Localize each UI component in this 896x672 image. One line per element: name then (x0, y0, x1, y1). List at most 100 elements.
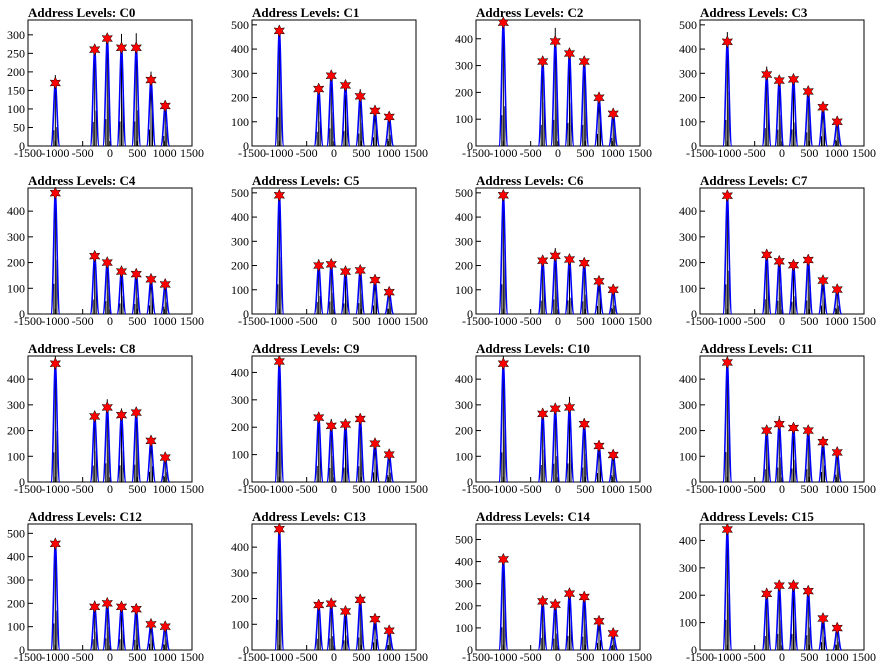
y-tick-label: 300 (679, 561, 697, 575)
peak-marker (369, 104, 381, 118)
y-tick-label: 0 (691, 139, 697, 153)
peak-marker (549, 402, 561, 416)
peak-marker (88, 600, 101, 614)
x-tick-label: -1500 (462, 314, 490, 328)
x-tick-label: 1500 (852, 482, 876, 496)
x-tick-label: -1500 (14, 482, 42, 496)
peak-marker (369, 273, 381, 287)
x-tick-label: 0 (107, 650, 113, 664)
chart-svg: Address Levels: C7-1500 -1000 -500 0 500 1000… (679, 173, 876, 328)
peak-marker (369, 612, 381, 626)
peak-marker (101, 596, 113, 610)
y-tick-label: 100 (679, 449, 697, 463)
y-tick-label: 50 (13, 120, 25, 134)
chart-title: Address Levels: C13 (252, 509, 366, 524)
chart-svg: Address Levels: C6-1500 -1000 -500 0 500 1000… (455, 173, 652, 328)
peak-marker (130, 405, 142, 420)
peak-marker (354, 89, 366, 103)
x-tick-label: -1500 (238, 650, 266, 664)
chart-svg: Address Levels: C13 -1500 -1000 -500 0 500 100… (231, 509, 428, 664)
y-tick-label: 300 (231, 234, 249, 248)
x-tick-label: -1500 (686, 314, 714, 328)
peak-marker (607, 448, 619, 462)
peak-marker (312, 258, 325, 273)
x-tick-label: 1000 (153, 314, 177, 328)
peak-marker (101, 255, 113, 270)
x-tick-label: 1500 (628, 146, 652, 160)
x-tick-label: 1500 (180, 482, 204, 496)
x-tick-label: -1000 (489, 650, 517, 664)
x-tick-label: 1000 (601, 314, 625, 328)
peak-marker (721, 522, 734, 537)
peak-marker (549, 598, 561, 612)
chart-title: Address Levels: C2 (476, 5, 583, 20)
y-tick-label: 400 (231, 365, 249, 379)
y-tick-label: 200 (7, 256, 25, 270)
x-tick-label: -500 (72, 482, 94, 496)
peak-marker (817, 435, 829, 449)
y-tick-label: 300 (679, 398, 697, 412)
x-tick-label: 1500 (852, 146, 876, 160)
y-tick-label: 150 (7, 83, 25, 97)
peak-marker (607, 107, 619, 121)
peak-marker (593, 439, 605, 453)
y-tick-label: 400 (679, 533, 697, 547)
y-tick-label: 100 (455, 283, 473, 297)
y-tick-label: 0 (243, 643, 249, 657)
x-tick-label: -1000 (489, 314, 517, 328)
peak-marker (159, 99, 171, 113)
y-tick-label: 100 (231, 115, 249, 129)
y-tick-label: 0 (243, 307, 249, 321)
x-tick-label: 1000 (601, 482, 625, 496)
peak-marker (130, 602, 142, 616)
x-tick-label: -1000 (41, 482, 69, 496)
y-tick-label: 400 (7, 550, 25, 564)
y-tick-label: 100 (231, 617, 249, 631)
peak-marker (787, 421, 800, 435)
x-tick-label: -1500 (462, 482, 490, 496)
peak-marker (563, 46, 576, 61)
chart-title: Address Levels: C7 (700, 173, 808, 188)
x-tick-label: 1000 (377, 482, 401, 496)
x-tick-label: -500 (744, 314, 766, 328)
x-tick-label: 0 (331, 482, 337, 496)
x-tick-label: 1000 (377, 650, 401, 664)
x-tick-label: -1000 (489, 482, 517, 496)
chart-svg: Address Levels: C9-1500 -1000 -500 0 500 1000… (231, 341, 428, 496)
peak-marker (497, 188, 510, 202)
peak-marker (49, 537, 62, 551)
y-tick-label: 200 (679, 256, 697, 270)
peak-marker (354, 593, 366, 607)
x-tick-label: 1000 (153, 146, 177, 160)
x-tick-label: -1500 (14, 146, 42, 160)
x-tick-label: 0 (107, 146, 113, 160)
x-tick-label: 500 (800, 650, 818, 664)
y-tick-label: 0 (691, 307, 697, 321)
y-tick-label: 100 (455, 112, 473, 126)
y-tick-label: 100 (7, 449, 25, 463)
y-tick-label: 200 (7, 424, 25, 438)
x-tick-label: 0 (779, 146, 785, 160)
peak-marker (831, 621, 843, 635)
peak-marker (325, 257, 337, 271)
x-tick-label: -1500 (686, 482, 714, 496)
peak-marker (339, 264, 352, 279)
chart-title: Address Levels: C5 (252, 173, 360, 188)
y-tick-label: 200 (679, 424, 697, 438)
peak-marker (88, 249, 101, 263)
y-tick-label: 500 (679, 18, 697, 32)
y-tick-label: 300 (679, 66, 697, 80)
peak-marker (312, 598, 325, 612)
x-tick-label: -500 (520, 146, 542, 160)
chart-svg: Address Levels: C3-1500 -1000 -500 0 500 1000… (679, 5, 876, 160)
x-tick-label: 0 (331, 650, 337, 664)
peak-marker (145, 73, 157, 87)
peak-marker (773, 73, 785, 88)
peak-marker (273, 188, 286, 202)
x-tick-label: -1000 (713, 146, 741, 160)
peak-marker (354, 263, 366, 277)
chart-panel-c10: Address Levels: C10 -1500 -1000 -500 0 500 100… (448, 336, 672, 504)
x-tick-label: 1500 (628, 482, 652, 496)
chart-svg: Address Levels: C12 -1500 -1000 -500 0 500 100… (7, 509, 204, 664)
peak-marker (145, 617, 157, 631)
